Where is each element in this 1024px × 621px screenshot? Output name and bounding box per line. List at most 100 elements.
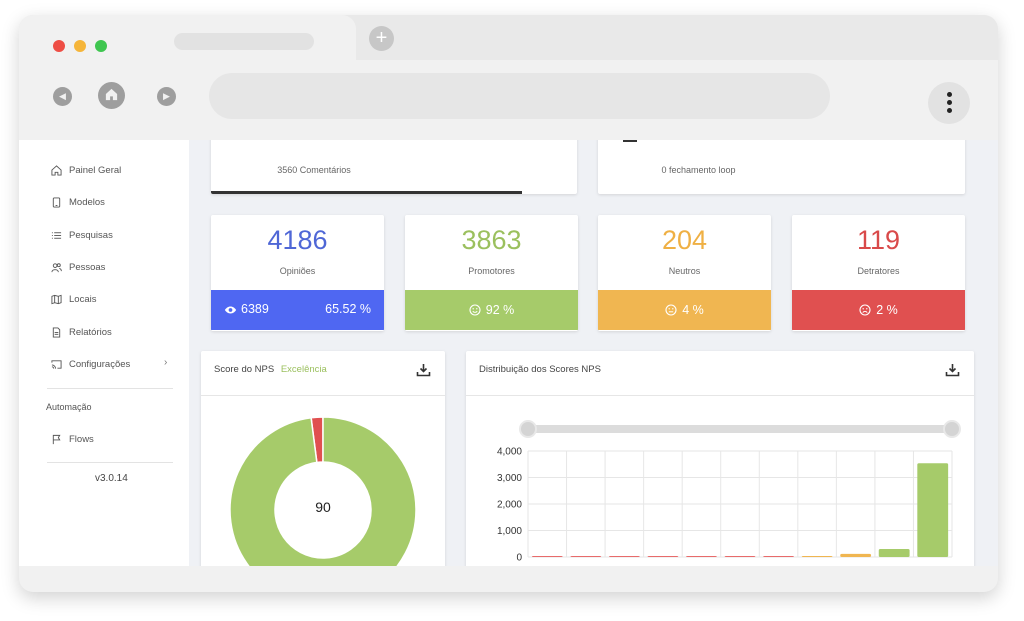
stat-band-red: 2 %	[792, 290, 965, 330]
smile-icon	[469, 304, 481, 316]
nps-status: Excelência	[280, 364, 327, 375]
address-bar[interactable]	[209, 73, 830, 119]
stat-label: Detratores	[857, 266, 900, 276]
download-icon[interactable]	[945, 363, 960, 377]
comments-progress-bar	[211, 191, 522, 194]
forward-arrow-icon[interactable]: ▶	[157, 87, 176, 106]
sidebar-divider	[47, 462, 173, 463]
bar-score-1[interactable]	[570, 556, 602, 557]
nps-title: Score do NPS	[214, 364, 275, 375]
sidebar-item-label: Locais	[69, 293, 97, 305]
stat-value: 4186	[267, 225, 328, 255]
distribution-title: Distribuição dos Scores NPS	[479, 364, 601, 375]
bar-score-2[interactable]	[608, 556, 640, 557]
sidebar-section-automacao: Automação	[46, 402, 92, 412]
card-divider	[466, 395, 974, 396]
sidebar-item-flows[interactable]: Flows	[51, 431, 94, 447]
eye-icon	[224, 306, 237, 314]
bar-score-7[interactable]	[801, 555, 833, 557]
close-dot-icon[interactable]	[53, 40, 65, 52]
neutral-face-icon	[665, 304, 677, 316]
loop-count: 0 fechamento loop	[661, 165, 736, 175]
kebab-menu-icon[interactable]	[928, 82, 970, 124]
donut-slice-promoters[interactable]	[229, 416, 417, 566]
neutral-percent: 4 %	[682, 303, 704, 317]
sidebar-item-label: Relatórios	[69, 326, 112, 338]
sidebar-item-label: Modelos	[69, 196, 105, 208]
nps-score-value: 90	[315, 499, 331, 515]
list-icon	[51, 231, 62, 239]
bar-score-0[interactable]	[531, 556, 563, 557]
stat-value: 3863	[461, 225, 522, 255]
bar-score-6[interactable]	[763, 556, 794, 557]
nav-bar: ◀ ▶	[19, 60, 998, 140]
cast-icon	[51, 359, 62, 369]
download-icon[interactable]	[416, 363, 431, 377]
nps-card-title: Score do NPS Excelência	[214, 364, 327, 375]
stat-band-green: 92 %	[405, 290, 578, 330]
stat-label: Opiniões	[279, 266, 316, 276]
sidebar-item-pessoas[interactable]: Pessoas	[51, 259, 105, 275]
stat-card-opinioes[interactable]: 4186 Opiniões 6389 65.52 %	[211, 215, 384, 331]
sidebar-item-label: Pessoas	[69, 261, 106, 273]
stat-band-blue: 6389 65.52 %	[211, 290, 384, 330]
sidebar-divider	[47, 388, 173, 389]
bar-score-3[interactable]	[647, 556, 679, 557]
stat-label: Promotores	[468, 266, 515, 276]
comments-card: 3560 Comentários	[211, 140, 577, 194]
loop-card: 0 fechamento loop	[598, 140, 965, 194]
browser-window: + ◀ ▶ Painel Geral Modelos Pesquisas	[19, 15, 998, 592]
tablet-icon	[52, 196, 61, 208]
sidebar-item-configuracoes[interactable]: Configurações	[51, 356, 130, 372]
flag-icon	[52, 434, 61, 444]
sidebar-item-painel-geral[interactable]: Painel Geral	[51, 162, 121, 178]
stat-card-neutros[interactable]: 204 Neutros 4 %	[598, 215, 771, 331]
sidebar-item-label: Pesquisas	[69, 229, 113, 241]
y-tick-label: 2,000	[497, 500, 522, 511]
sad-face-icon	[859, 304, 871, 316]
chevron-right-icon[interactable]: ›	[164, 357, 168, 368]
stat-card-promotores[interactable]: 3863 Promotores 92 %	[405, 215, 578, 331]
stat-value: 204	[661, 225, 708, 255]
stat-card-detratores[interactable]: 119 Detratores 2 %	[792, 215, 965, 331]
y-tick-label: 4,000	[497, 447, 522, 458]
back-arrow-icon[interactable]: ◀	[53, 87, 72, 106]
bar-score-10[interactable]	[917, 463, 949, 557]
bar-score-9[interactable]	[878, 549, 910, 557]
views-count: 6389	[241, 302, 269, 316]
zoom-range-track[interactable]	[528, 425, 952, 433]
bar-score-4[interactable]	[686, 556, 717, 557]
nps-distribution-card: Distribuição dos Scores NPS 0 1,000 2,000 3…	[466, 351, 974, 566]
minimize-dot-icon[interactable]	[74, 40, 86, 52]
map-icon	[51, 294, 62, 304]
comments-count: 3560 Comentários	[277, 165, 351, 175]
sidebar-item-locais[interactable]: Locais	[51, 291, 96, 307]
sidebar-item-label: Configurações	[69, 358, 131, 370]
tab-title-placeholder	[174, 33, 314, 50]
stat-label: Neutros	[668, 266, 701, 276]
stat-value: 119	[856, 225, 901, 255]
bar-score-8[interactable]	[840, 553, 872, 557]
sidebar-item-label: Painel Geral	[69, 164, 122, 176]
maximize-dot-icon[interactable]	[95, 40, 107, 52]
card-divider	[201, 395, 445, 396]
active-tab[interactable]	[19, 15, 356, 67]
home-icon	[51, 164, 62, 176]
bar-score-5[interactable]	[724, 556, 756, 557]
new-tab-plus-icon[interactable]: +	[369, 26, 394, 51]
zoom-handle-left[interactable]	[519, 420, 537, 438]
y-tick-label: 3,000	[497, 473, 522, 484]
sidebar-item-modelos[interactable]: Modelos	[51, 194, 105, 210]
window-controls	[53, 40, 107, 52]
views-percent: 65.52 %	[325, 302, 371, 316]
sidebar-item-pesquisas[interactable]: Pesquisas	[51, 227, 113, 243]
app-content: Painel Geral Modelos Pesquisas Pessoas L…	[19, 140, 998, 566]
y-tick-label: 1,000	[497, 526, 522, 537]
zoom-handle-right[interactable]	[943, 420, 961, 438]
sidebar-item-relatorios[interactable]: Relatórios	[51, 324, 112, 340]
promoters-percent: 92 %	[485, 303, 515, 317]
detractors-percent: 2 %	[876, 303, 898, 317]
home-button[interactable]	[98, 82, 125, 109]
tab-bar: +	[19, 15, 998, 67]
